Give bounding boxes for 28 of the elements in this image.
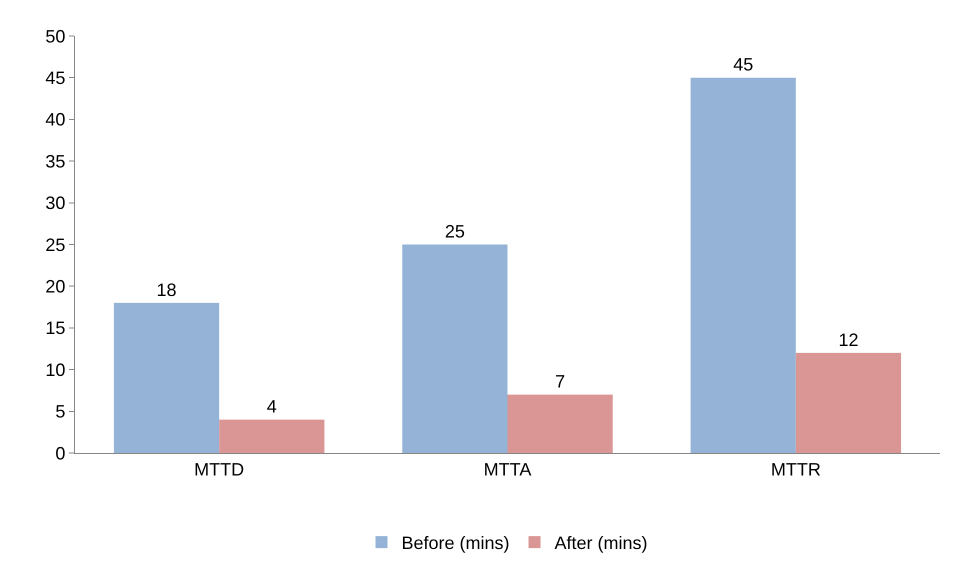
data-label: 4 (266, 396, 277, 417)
x-tick-label: MTTD (194, 460, 244, 480)
data-label: 7 (555, 372, 566, 392)
data-label: 45 (733, 54, 754, 75)
y-tick-label: 20 (45, 276, 66, 296)
y-tick-label: 25 (45, 234, 66, 255)
bar (796, 352, 902, 453)
y-tick-label: 15 (45, 318, 66, 338)
bar (508, 394, 613, 453)
y-tick-label: 30 (45, 193, 66, 214)
y-tick-label: 5 (55, 402, 66, 422)
y-tick-label: 45 (45, 68, 66, 88)
data-label: 18 (156, 280, 177, 300)
x-tick-label: MTTR (770, 460, 821, 480)
y-tick-label: 0 (55, 443, 66, 464)
y-tick-label: 40 (45, 110, 66, 130)
data-label: 25 (444, 222, 465, 242)
legend-label: Before (mins) (402, 533, 510, 554)
data-label: 12 (838, 330, 858, 350)
bar (690, 78, 796, 453)
y-tick-label: 35 (45, 151, 66, 172)
y-tick-label: 50 (45, 26, 66, 46)
bar (402, 244, 508, 453)
x-tick-label: MTTA (484, 460, 532, 480)
y-tick-label: 10 (45, 360, 66, 380)
bar (114, 302, 220, 453)
bar (219, 420, 324, 453)
legend-label: After (mins) (554, 533, 648, 554)
